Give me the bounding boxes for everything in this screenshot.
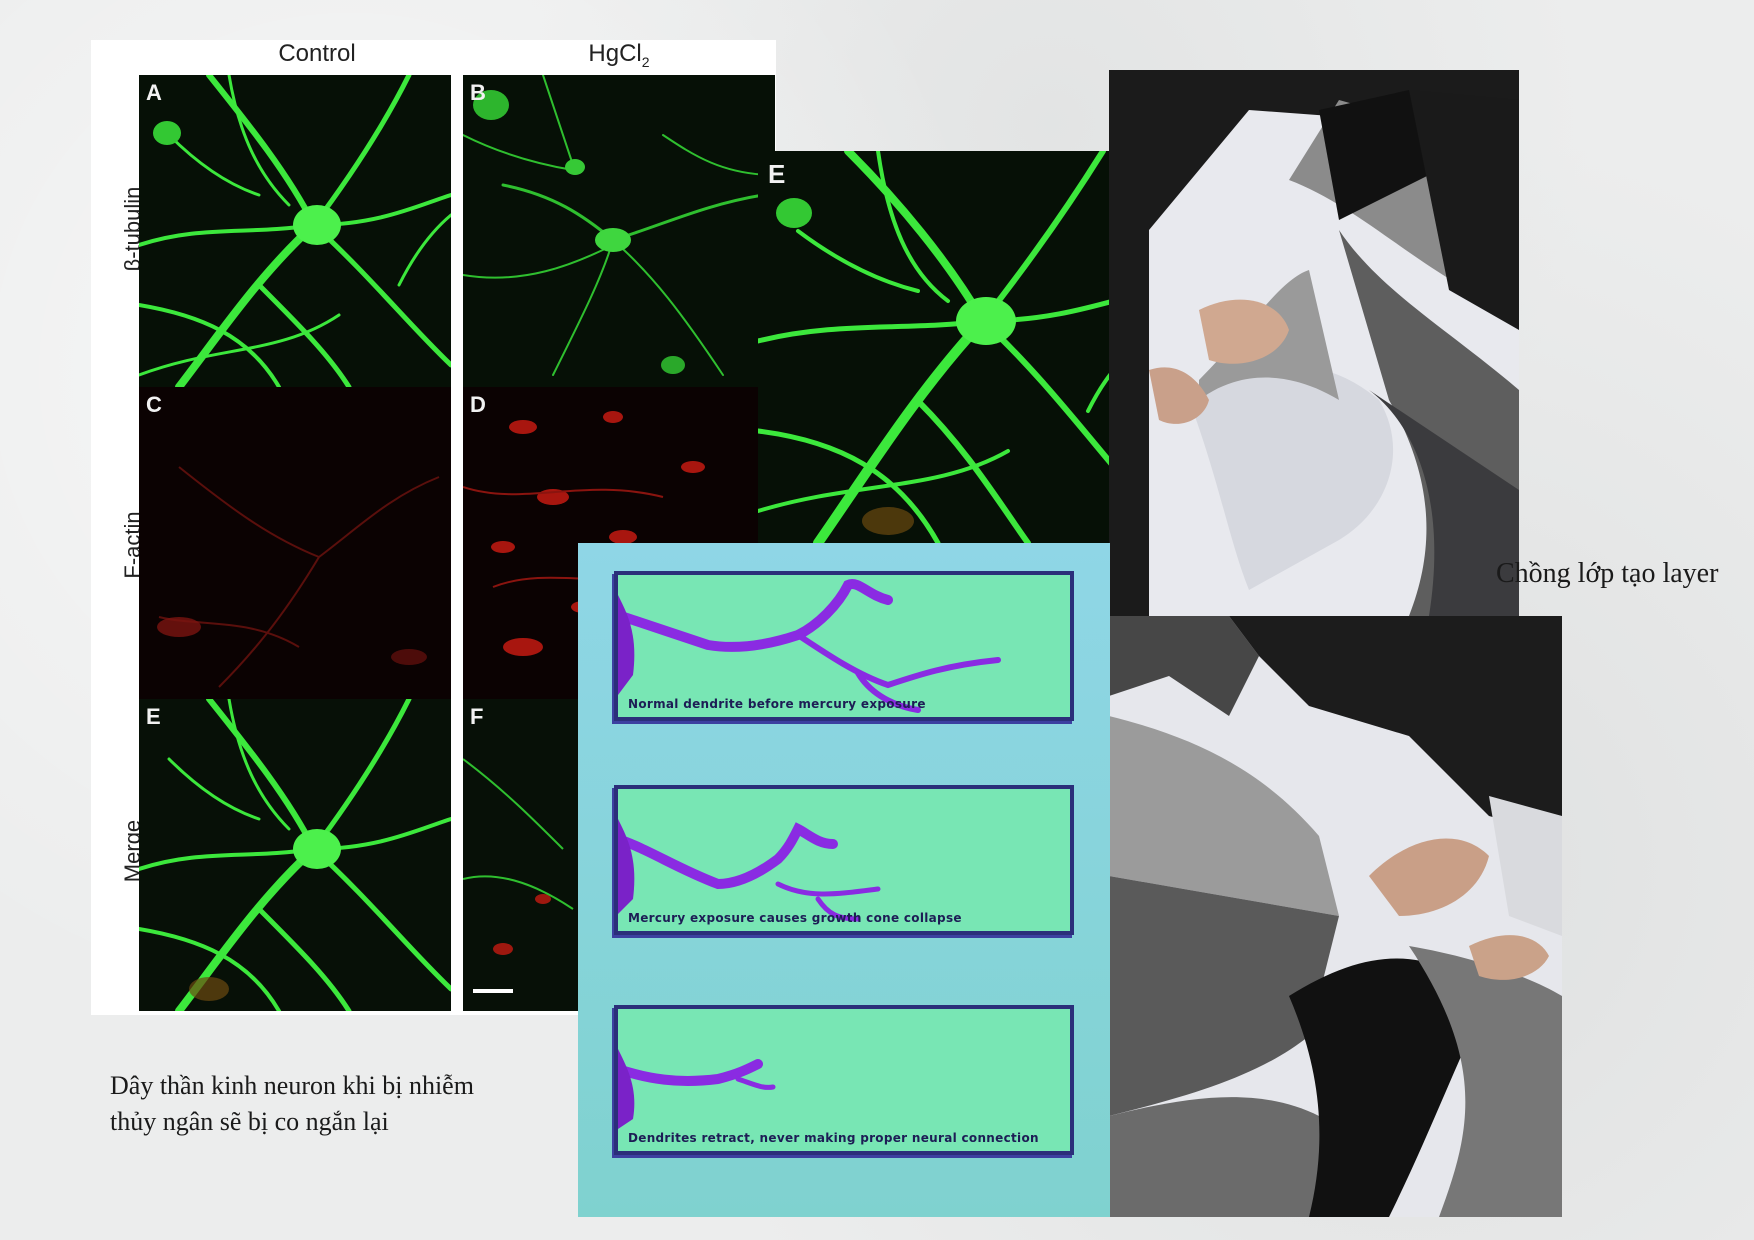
- panel-e-control-merge: E: [139, 699, 451, 1011]
- actin-image-c: [157, 466, 440, 688]
- dendrite-box-retract: Dendrites retract, never making proper n…: [614, 1005, 1074, 1155]
- hgcl2-base: HgCl: [588, 40, 642, 67]
- column-header-hgcl2: HgCl2: [463, 40, 775, 70]
- panel-e-enlarged: E: [758, 151, 1152, 543]
- panel-b-hgcl2-tubulin: B: [463, 75, 775, 387]
- scale-bar: [473, 989, 513, 993]
- dendrite-normal-drawing: [618, 579, 1001, 713]
- dendrite-caption-normal: Normal dendrite before mercury exposure: [628, 697, 926, 711]
- neuron-figure: Control HgCl2 β-tubulin F-actin Merge A: [91, 40, 776, 1015]
- panel-letter-b: B: [470, 80, 486, 105]
- photo-layering-bottom: [1109, 616, 1562, 1217]
- neuron-image-a: [139, 75, 451, 387]
- panel-c-control-actin: C: [139, 387, 451, 699]
- neuron-image-f: [463, 758, 574, 955]
- caption-neuron-mercury: Dây thần kinh neuron khi bị nhiễm thủy n…: [110, 1068, 580, 1140]
- caption-layering: Chồng lớp tạo layer: [1496, 558, 1719, 589]
- caption-neuron-line1: Dây thần kinh neuron khi bị nhiễm: [110, 1071, 474, 1100]
- neuron-image-e: [139, 699, 451, 1011]
- panel-letter-c: C: [146, 392, 162, 417]
- column-header-control: Control: [278, 40, 356, 67]
- dendrite-box-normal: Normal dendrite before mercury exposure: [614, 571, 1074, 721]
- dendrite-caption-collapse: Mercury exposure causes growth cone coll…: [628, 911, 962, 925]
- panel-letter-d: D: [470, 392, 486, 417]
- photo-layering-top: [1109, 70, 1519, 616]
- fabric-photo-top: [1109, 70, 1519, 616]
- fabric-photo-bottom: [1109, 616, 1562, 1217]
- panel-letter-a: A: [146, 80, 162, 105]
- dendrite-retract-drawing: [618, 1049, 776, 1129]
- panel-letter-f: F: [470, 704, 484, 729]
- hgcl2-subscript: 2: [641, 53, 650, 70]
- panel-letter-e: E: [146, 704, 161, 729]
- panel-letter-e-large: E: [768, 159, 786, 189]
- caption-neuron-line2: thủy ngân sẽ bị co ngắn lại: [110, 1107, 389, 1136]
- panel-a-control-tubulin: A: [139, 75, 451, 387]
- neuron-image-e-large: [758, 151, 1152, 543]
- dendrite-illustration: Normal dendrite before mercury exposure …: [578, 543, 1110, 1217]
- dendrite-collapse-drawing: [618, 819, 881, 922]
- dendrite-caption-retract: Dendrites retract, never making proper n…: [628, 1131, 1039, 1145]
- neuron-image-b: [463, 75, 775, 376]
- dendrite-box-collapse: Mercury exposure causes growth cone coll…: [614, 785, 1074, 935]
